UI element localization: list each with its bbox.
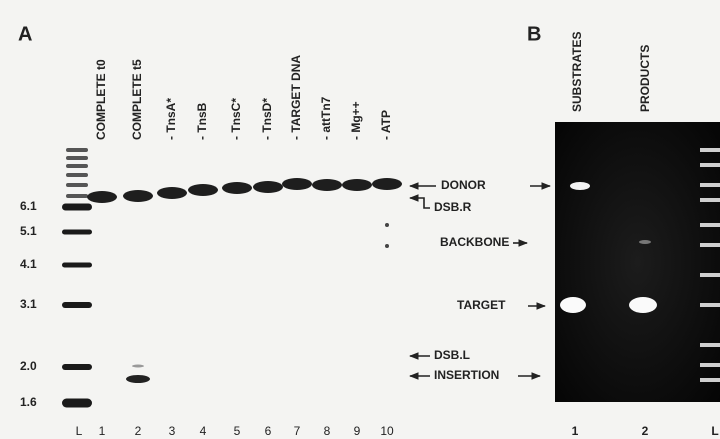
ladder-band <box>62 399 92 408</box>
lane-header: - TnsD* <box>260 98 274 140</box>
gel-b <box>555 122 720 402</box>
band <box>188 184 218 196</box>
lane-number: 3 <box>169 424 176 438</box>
lane-number: 2 <box>135 424 142 438</box>
ladder-band <box>66 173 88 177</box>
size-marker: 3.1 <box>20 297 37 311</box>
band <box>222 182 252 194</box>
ladder-band <box>700 148 720 152</box>
ladder-band <box>700 163 720 167</box>
lane-header: COMPLETE t0 <box>94 59 108 140</box>
annotation: DONOR <box>441 178 486 192</box>
lane-number: L <box>76 424 83 438</box>
ladder-band <box>700 223 720 227</box>
lane-header: - TnsC* <box>229 98 243 140</box>
ladder-band <box>66 183 88 187</box>
band <box>123 190 153 202</box>
band <box>342 179 372 191</box>
annotation: INSERTION <box>434 368 499 382</box>
band <box>629 297 657 313</box>
lane-number: 9 <box>354 424 361 438</box>
band <box>87 191 117 203</box>
lane-number: L <box>711 424 718 438</box>
lane-header: - attTn7 <box>319 96 333 140</box>
band <box>132 365 144 368</box>
band <box>253 181 283 193</box>
band <box>570 182 590 190</box>
lane-header: - TnsA* <box>164 98 178 140</box>
ladder-band <box>66 164 88 168</box>
ladder-band <box>700 343 720 347</box>
lane-number: 5 <box>234 424 241 438</box>
lane-number: 10 <box>380 424 394 438</box>
lane-number: 7 <box>294 424 301 438</box>
ladder-band <box>62 204 92 211</box>
lane-number: 1 <box>572 424 579 438</box>
ladder-band <box>66 194 88 198</box>
lane-number: 8 <box>324 424 331 438</box>
annotation: TARGET <box>457 298 506 312</box>
panel-label: B <box>527 23 541 45</box>
lane-number: 1 <box>99 424 106 438</box>
size-marker: 4.1 <box>20 257 37 271</box>
band <box>560 297 586 313</box>
ladder-band <box>62 263 92 268</box>
band <box>282 178 312 190</box>
ladder-band <box>66 148 88 152</box>
lane-header: - TnsB <box>195 102 209 140</box>
panel-label: A <box>18 23 32 45</box>
ladder-band <box>700 303 720 307</box>
ladder-band <box>700 273 720 277</box>
ladder-band <box>700 183 720 187</box>
ladder-band <box>700 378 720 382</box>
annotation: BACKBONE <box>440 235 509 249</box>
figure: A B DONOR DSB.R BACKBONE TARGET DSB.L IN… <box>0 0 720 439</box>
lane-header: - ATP <box>379 110 393 140</box>
size-marker: 2.0 <box>20 359 37 373</box>
band <box>385 223 389 227</box>
size-marker: 1.6 <box>20 395 37 409</box>
size-marker: 5.1 <box>20 224 37 238</box>
band <box>372 178 402 190</box>
ladder-band <box>700 243 720 247</box>
annotation: DSB.L <box>434 348 470 362</box>
ladder-band <box>700 198 720 202</box>
lane-header: COMPLETE t5 <box>130 59 144 140</box>
lane-number: 4 <box>200 424 207 438</box>
size-marker: 6.1 <box>20 199 37 213</box>
ladder-band <box>66 156 88 160</box>
band <box>385 244 389 248</box>
band <box>639 240 651 244</box>
band <box>157 187 187 199</box>
lane-header: - TARGET DNA <box>289 55 303 140</box>
band <box>312 179 342 191</box>
lane-number: 2 <box>642 424 649 438</box>
lane-header: - Mg++ <box>349 101 363 140</box>
lane-header: SUBSTRATES <box>570 32 584 112</box>
band <box>126 375 150 383</box>
lane-header: PRODUCTS <box>638 45 652 112</box>
ladder-band <box>62 230 92 235</box>
ladder-band <box>700 363 720 367</box>
annotation: DSB.R <box>434 200 472 214</box>
ladder-band <box>62 302 92 308</box>
ladder-band <box>62 364 92 370</box>
lane-number: 6 <box>265 424 272 438</box>
